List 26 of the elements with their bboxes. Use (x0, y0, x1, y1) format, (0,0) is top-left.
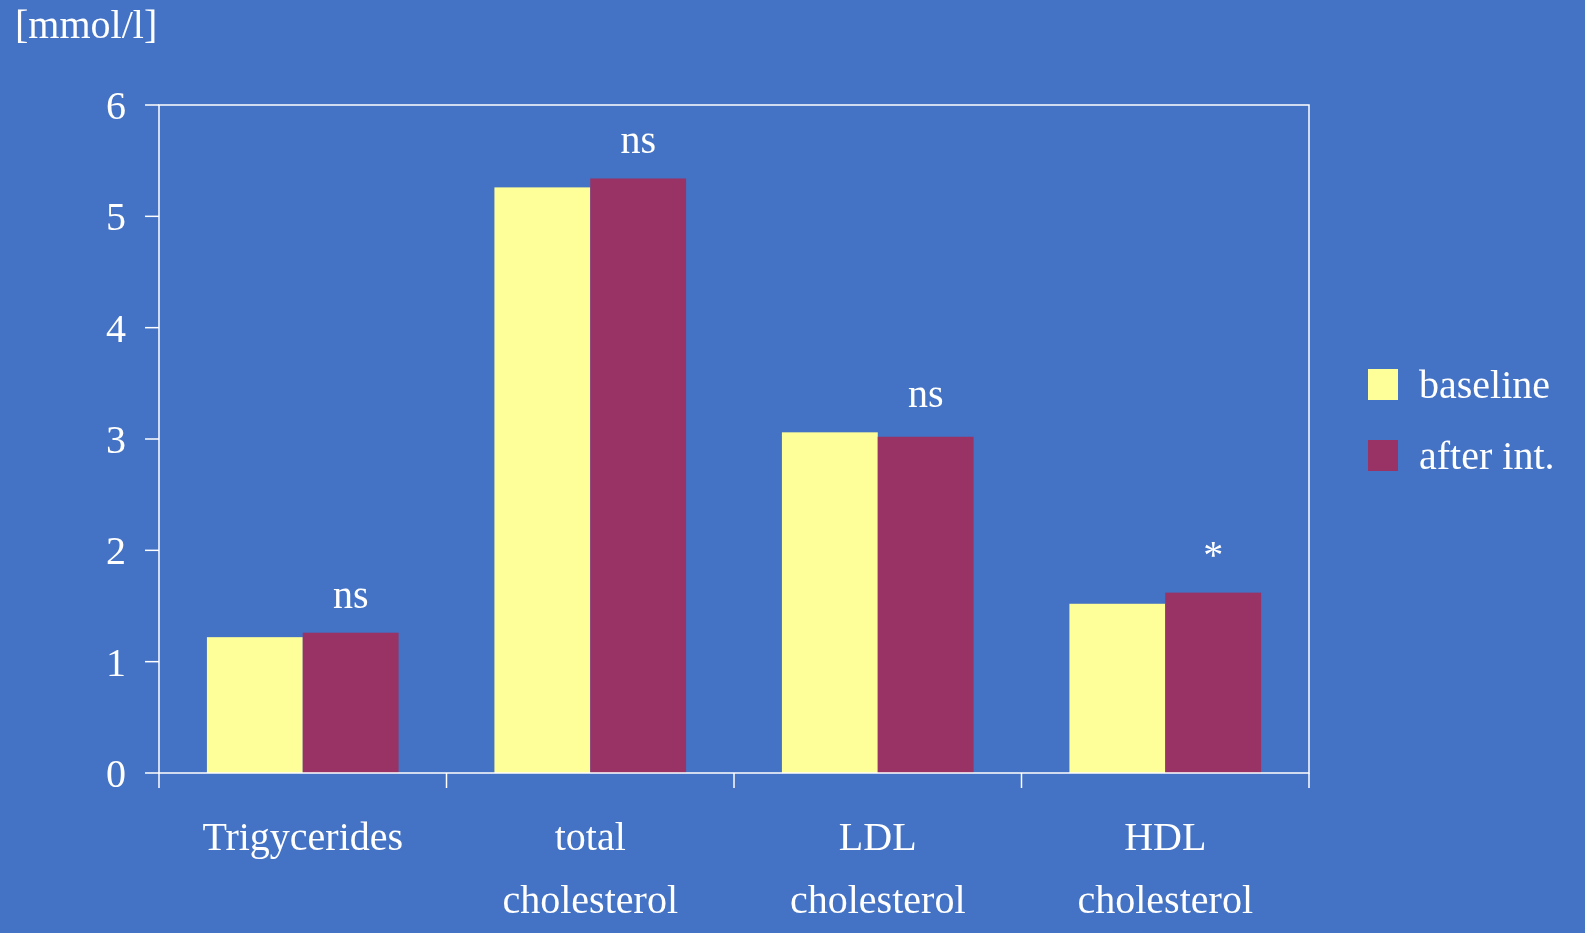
y-tick-label: 1 (106, 639, 126, 685)
bar (494, 187, 591, 773)
annotation: * (1203, 531, 1224, 577)
legend-label: after int. (1419, 433, 1555, 478)
bar (781, 432, 878, 773)
y-tick-label: 0 (106, 751, 126, 796)
y-axis-title: [mmol/l] (15, 2, 158, 47)
y-tick-label: 2 (106, 528, 126, 574)
y-tick-label: 4 (106, 305, 126, 351)
y-tick-label: 6 (106, 83, 126, 128)
x-tick-label: LDL cholesterol (790, 814, 966, 922)
bar (1165, 592, 1262, 773)
y-tick-label: 5 (106, 194, 126, 240)
bar (1069, 603, 1166, 773)
legend-label: baseline (1419, 362, 1551, 407)
annotation: ns (620, 117, 656, 163)
bar (877, 436, 974, 773)
x-tick-label: total cholesterol (502, 814, 678, 922)
bar (590, 178, 687, 773)
bar (206, 637, 303, 773)
x-tick-label: Trigycerides (202, 814, 404, 859)
y-tick-label: 3 (106, 417, 126, 462)
annotation: ns (907, 371, 944, 417)
bar (302, 632, 399, 773)
x-tick-label: HDL cholesterol (1077, 814, 1253, 922)
annotation: ns (332, 571, 369, 617)
